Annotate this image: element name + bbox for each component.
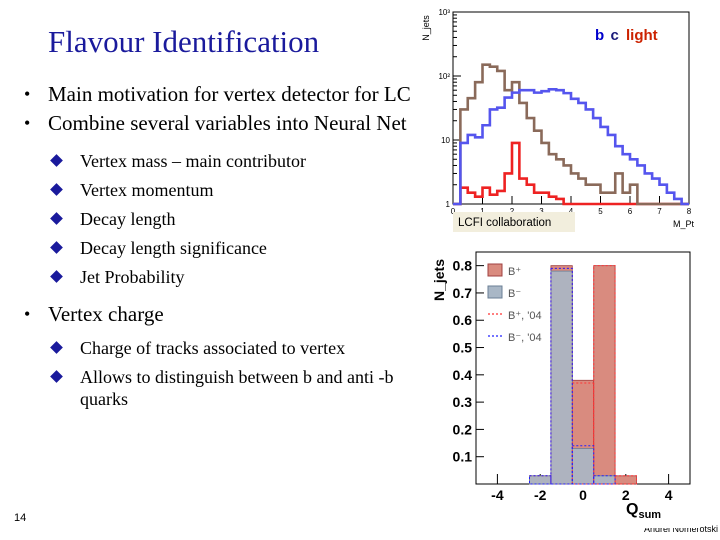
y-tick-label: 10	[441, 136, 450, 145]
y-tick-label: 1	[446, 200, 451, 209]
sub-bullet-text: Vertex mass – main contributor	[80, 151, 306, 171]
bar-outline-bminus-04	[571, 445, 595, 485]
series-c	[453, 63, 689, 206]
x-tick-label: 6	[628, 207, 633, 216]
legend-swatch	[487, 263, 503, 277]
bullet-dot-icon: •	[24, 304, 31, 324]
sub-bullet-item: Vertex mass – main contributor	[22, 150, 412, 172]
legend-entry: c	[611, 27, 619, 44]
y-tick-label: 0.2	[453, 421, 473, 437]
x-tick-label: 4	[569, 207, 574, 216]
page-number: 14	[14, 512, 27, 524]
y-tick-label: 10³	[438, 8, 450, 17]
diamond-bullet-icon	[50, 341, 63, 354]
bullet-item: • Combine several variables into Neural …	[22, 111, 412, 136]
x-tick-label: -2	[534, 487, 547, 503]
y-axis-label-text: N_jets	[421, 15, 431, 41]
y-tick-label: 0.4	[453, 367, 473, 383]
y-axis-label: N_jets	[431, 259, 447, 301]
bar-outline-bminus-04	[529, 475, 552, 485]
sub-bullet-list: Charge of tracks associated to vertex Al…	[22, 337, 412, 410]
bar-outline-bminus-04	[550, 267, 573, 485]
sub-bullet-item: Allows to distinguish between b and anti…	[22, 366, 412, 410]
sub-bullet-text: Charge of tracks associated to vertex	[80, 338, 346, 358]
credit-box	[453, 212, 575, 232]
sub-bullet-item: Jet Probability	[22, 266, 412, 288]
y-tick-label: 0.1	[453, 449, 473, 465]
diamond-bullet-icon	[50, 370, 63, 383]
bullet-item: • Main motivation for vertex detector fo…	[22, 82, 412, 107]
sub-bullet-item: Vertex momentum	[22, 179, 412, 201]
y-tick-label: 0.5	[453, 340, 473, 356]
y-axis-label-text: N_jets	[431, 259, 447, 301]
bar-bplus	[614, 475, 637, 485]
legend-label: B⁺	[508, 266, 521, 278]
x-tick-label: 3	[539, 207, 544, 216]
x-tick-label: 8	[687, 207, 692, 216]
y-axis-label: N_jets	[421, 15, 431, 41]
sub-bullet-text: Jet Probability	[80, 267, 185, 287]
legend-entry: b	[595, 27, 604, 44]
legend-label: B⁺, '04	[508, 310, 542, 322]
series-light	[453, 141, 689, 206]
sub-bullet-text: Allows to distinguish between b and anti…	[80, 367, 394, 409]
bar-bminus	[571, 448, 595, 485]
sub-bullet-item: Decay length	[22, 208, 412, 230]
author-credit: Andrei Nomerotski	[643, 524, 718, 534]
bullet-item: • Vertex charge	[22, 302, 412, 327]
bar-bminus	[550, 270, 573, 485]
x-tick-label: 5	[598, 207, 603, 216]
x-tick-label: 4	[665, 487, 673, 503]
legend-label: B⁻, '04	[508, 332, 542, 344]
vertex-charge-chart: N_jets 0.10.20.30.40.50.60.70.8 -4 -2 0 2 4 …	[430, 246, 700, 528]
x-tick-label: 0	[451, 207, 456, 216]
diamond-bullet-icon	[50, 183, 63, 196]
sub-bullet-item: Decay length significance	[22, 237, 412, 259]
slide-title: Flavour Identification	[48, 24, 320, 59]
bullet-text: Combine several variables into Neural Ne…	[48, 111, 407, 135]
y-tick-label: 10²	[438, 72, 450, 81]
y-tick-label: 0.8	[453, 258, 473, 274]
diamond-bullet-icon	[50, 270, 63, 283]
sub-bullet-text: Decay length	[80, 209, 176, 229]
bar-bminus	[529, 475, 552, 485]
sub-bullet-list: Vertex mass – main contributor Vertex mo…	[22, 150, 412, 288]
bar-outline-bplus-04	[571, 382, 595, 485]
x-tick-label: 0	[579, 487, 587, 503]
diamond-bullet-icon	[50, 212, 63, 225]
y-tick-label: 0.6	[453, 312, 473, 328]
bullet-dot-icon: •	[24, 84, 31, 104]
series-b	[453, 87, 689, 206]
sub-bullet-text: Decay length significance	[80, 238, 267, 258]
bar-outline-bplus-04	[614, 475, 638, 485]
x-axis-label: M_Pt	[673, 219, 695, 229]
bullet-text: Vertex charge	[48, 302, 164, 326]
x-tick-label: 2	[510, 207, 515, 216]
x-tick-label: 2	[622, 487, 630, 503]
x-tick-label: -4	[491, 487, 504, 503]
y-tick-label: 0.3	[453, 394, 473, 410]
diamond-bullet-icon	[50, 154, 63, 167]
bullet-text: Main motivation for vertex detector for …	[48, 82, 411, 106]
diamond-bullet-icon	[50, 241, 63, 254]
legend-swatch	[487, 285, 503, 299]
legend-label: B⁻	[508, 288, 521, 300]
bar-bminus	[593, 475, 616, 485]
credit-label: LCFI collaboration	[458, 217, 551, 229]
bullet-dot-icon: •	[24, 113, 31, 133]
x-tick-label: 7	[657, 207, 662, 216]
sub-bullet-item: Charge of tracks associated to vertex	[22, 337, 412, 359]
bar-outline-bminus-04	[593, 475, 616, 485]
bullet-list: • Main motivation for vertex detector fo…	[22, 82, 412, 424]
x-tick-label: 1	[480, 207, 485, 216]
legend-entry: light	[626, 27, 658, 44]
bar-bplus	[593, 265, 616, 485]
y-tick-label: 0.7	[453, 285, 473, 301]
sub-bullet-text: Vertex momentum	[80, 180, 214, 200]
